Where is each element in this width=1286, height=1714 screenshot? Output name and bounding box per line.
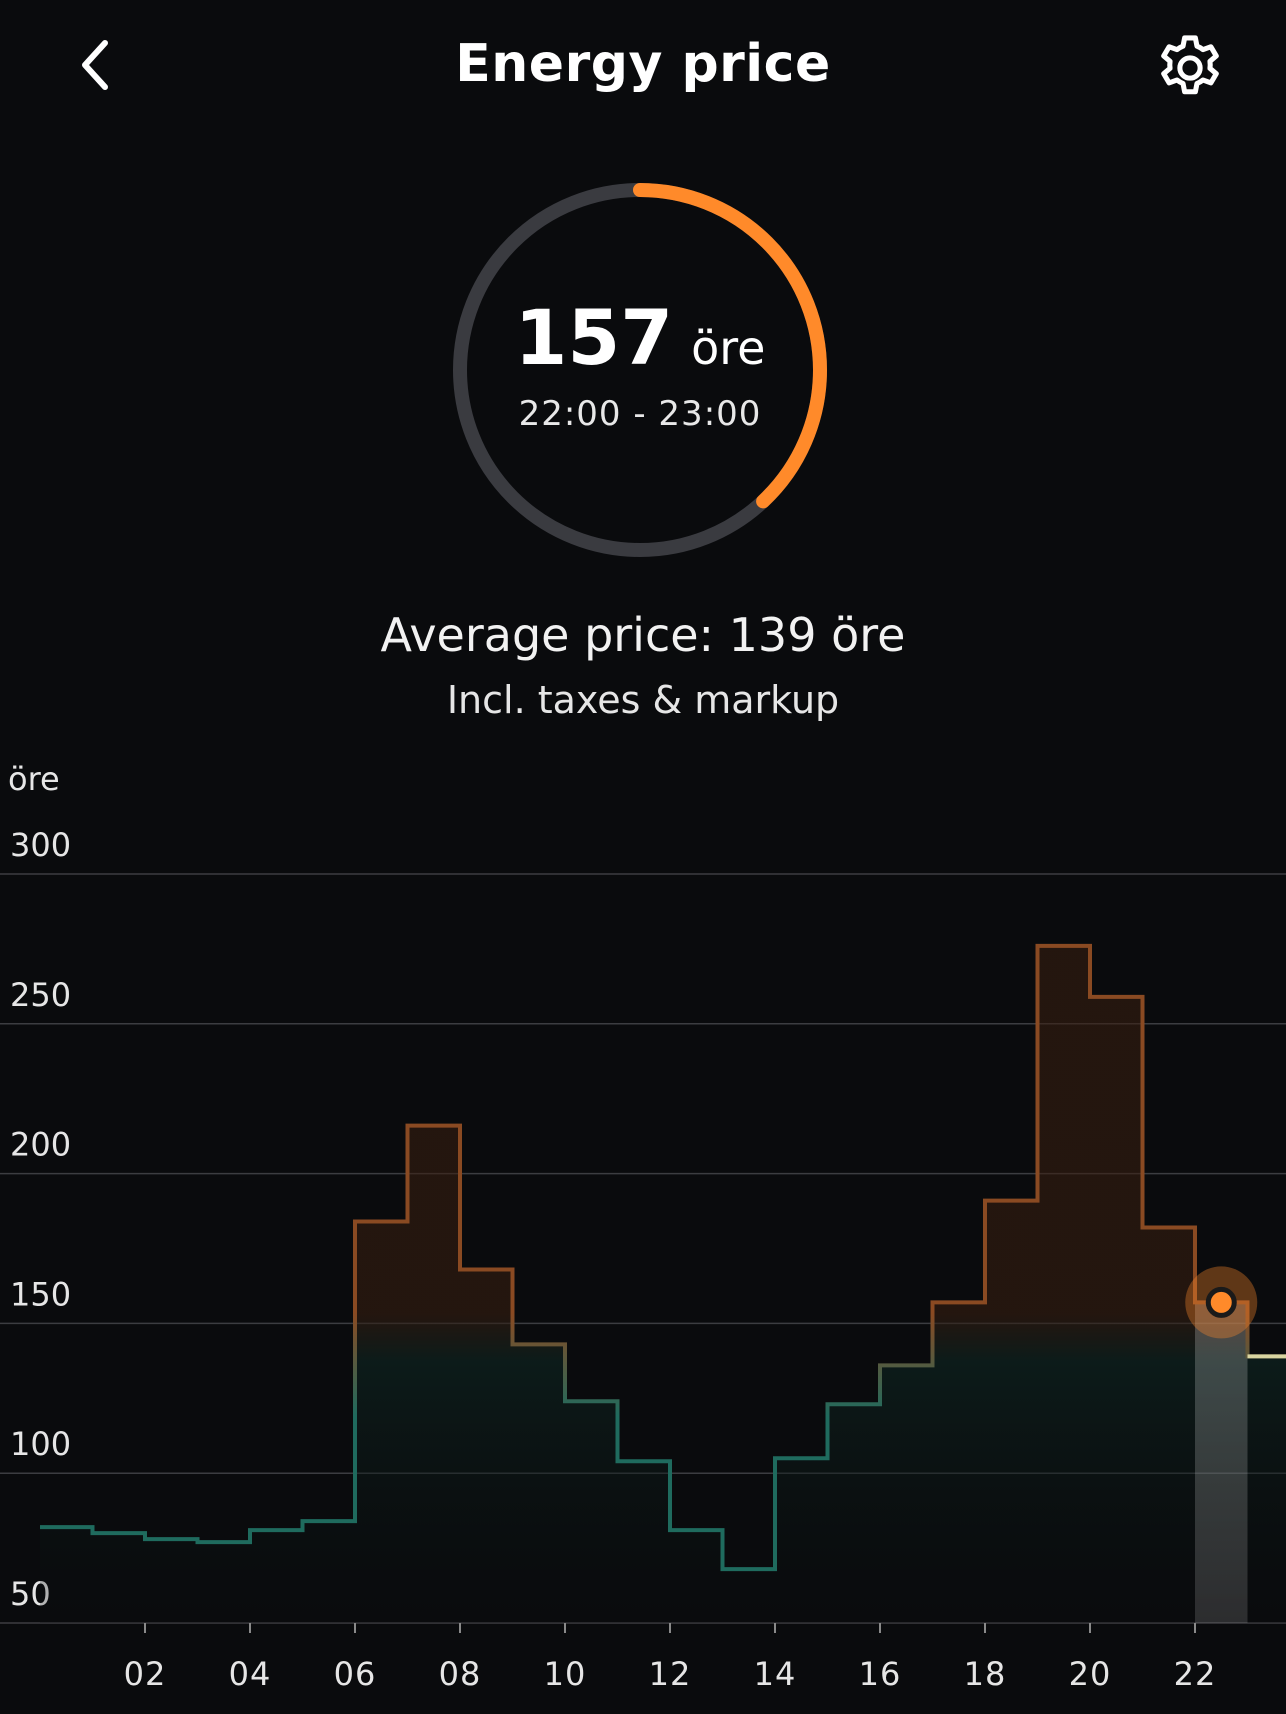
hour-step-3 [198,1538,251,1546]
hour-step-19 [1038,942,1091,950]
x-tick-label: 14 [754,1655,797,1693]
price-step-line [40,943,1286,1572]
chevron-left-icon [82,40,108,90]
gear-icon [1161,35,1219,95]
hour-step-5 [303,1517,356,1525]
y-tick-label: 200 [10,1126,71,1164]
y-tick-label: 150 [10,1275,71,1313]
gauge-readout: 157 öre 22:00 - 23:00 [448,293,832,435]
hour-step-9 [513,1340,566,1348]
hour-step-4 [250,1526,303,1534]
hour-step-8 [460,1265,513,1273]
gauge-progress-arc [453,183,827,557]
hour-step-16 [880,1361,933,1369]
x-tick-label: 08 [439,1655,482,1693]
current-time-range: 22:00 - 23:00 [518,394,762,434]
hour-step-10 [565,1397,618,1405]
x-tick-label: 12 [649,1655,692,1693]
price-area-fill [40,945,1286,1623]
hour-step-23 [1248,1352,1286,1360]
hour-step-0 [40,1523,93,1531]
selected-hour-bar [1195,1302,1248,1623]
hour-step-1 [93,1529,146,1537]
hour-step-13 [723,1565,776,1573]
hour-step-14 [775,1454,828,1462]
current-price-unit: öre [691,321,766,375]
hour-step-11 [618,1457,671,1465]
price-note: Incl. taxes & markup [446,678,840,722]
current-price-value: 157 [514,293,674,382]
hour-step-20 [1090,993,1143,1001]
hour-step-17 [933,1298,986,1306]
hour-step-6 [355,1218,408,1226]
settings-button[interactable] [1150,28,1230,108]
x-tick-label: 16 [859,1655,902,1693]
x-tick-label: 18 [964,1655,1007,1693]
x-tick-label: 22 [1174,1655,1217,1693]
page-title: Energy price [455,34,831,94]
x-tick-label: 20 [1069,1655,1112,1693]
hour-step-12 [670,1526,723,1534]
hour-step-7 [408,1122,461,1130]
selected-marker-dot [1205,1286,1237,1318]
x-tick-label: 02 [124,1655,167,1693]
x-tick-label: 04 [229,1655,272,1693]
hour-step-18 [985,1197,1038,1205]
average-price: Average price: 139 öre [380,608,906,662]
y-tick-label: 250 [10,976,71,1014]
y-axis-unit-label: öre [8,760,60,798]
price-gauge [453,183,827,557]
y-tick-label: 300 [10,826,71,864]
x-tick-label: 10 [544,1655,587,1693]
hour-step-21 [1143,1224,1196,1232]
header: Energy price [0,0,1286,140]
hour-step-15 [828,1400,881,1408]
x-tick-label: 06 [334,1655,377,1693]
hour-step-2 [145,1535,198,1543]
y-tick-label: 100 [10,1425,71,1463]
back-button[interactable] [60,30,130,100]
